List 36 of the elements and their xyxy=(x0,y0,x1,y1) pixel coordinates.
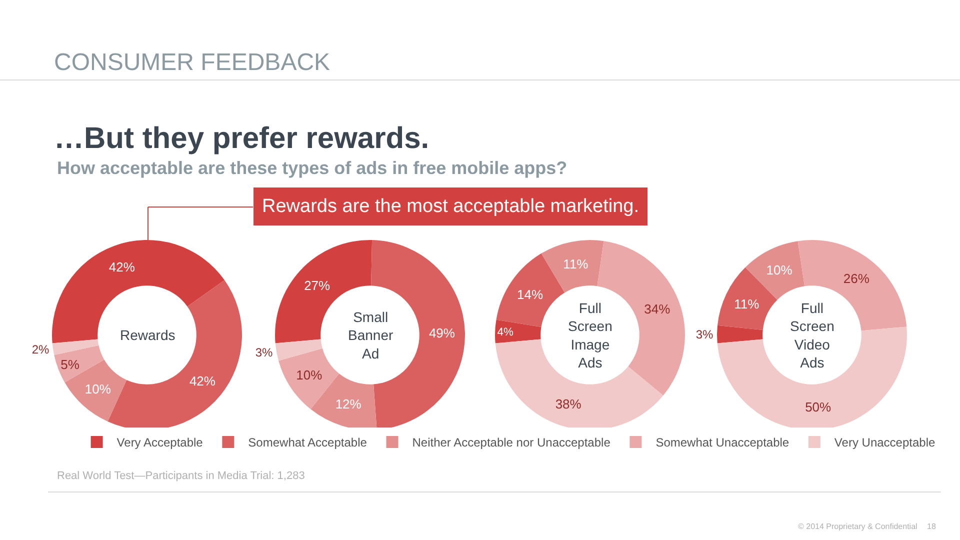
data-label: 10% xyxy=(766,262,793,278)
slice-label: Full Screen Video Ads xyxy=(790,300,834,371)
data-label: 11% xyxy=(734,296,760,312)
data-label: 42% xyxy=(108,260,136,275)
chart-subtitle: How acceptable are these types of ads in free mobile apps? xyxy=(57,158,568,178)
data-label: 49% xyxy=(428,326,456,341)
data-label: 3% xyxy=(696,327,714,342)
data-label: 27% xyxy=(304,278,331,294)
text: CONSUMER FEEDBACK xyxy=(54,49,330,76)
data-label: 4% xyxy=(497,326,514,339)
legend-label: Somewhat Acceptable xyxy=(248,436,368,450)
legend-label: Very Unacceptable xyxy=(834,436,936,450)
data-label: 5% xyxy=(60,357,80,372)
text: 18 xyxy=(927,522,936,531)
text: Real World Test—Participants in Media Trial: 1,283 xyxy=(57,470,305,482)
data-label: 26% xyxy=(843,270,870,286)
data-label: 2% xyxy=(32,342,50,356)
slice-label: Full Screen Image Ads xyxy=(568,300,612,371)
data-label: 10% xyxy=(84,381,112,396)
legend-label: Neither Acceptable nor Unacceptable xyxy=(412,436,611,450)
text: © 2014 Proprietary & Confidential xyxy=(798,522,918,531)
data-label: 34% xyxy=(644,302,671,317)
data-label: 38% xyxy=(555,396,582,412)
legend-label: Very Acceptable xyxy=(116,436,204,450)
text: Rewards are the most acceptable marketing. xyxy=(262,196,640,217)
data-label: 3% xyxy=(255,345,274,360)
data-label: 42% xyxy=(189,373,216,388)
data-label: 11% xyxy=(563,256,589,272)
slice-label: Small Banner Ad xyxy=(348,309,394,362)
data-label: 50% xyxy=(805,399,832,414)
data-label: 10% xyxy=(296,368,323,383)
slice-label: Rewards xyxy=(120,327,176,343)
chart-title: …But they prefer rewards. xyxy=(54,122,430,155)
data-label: 12% xyxy=(335,396,362,412)
legend-label: Somewhat Unacceptable xyxy=(656,436,790,450)
data-label: 14% xyxy=(517,286,544,302)
